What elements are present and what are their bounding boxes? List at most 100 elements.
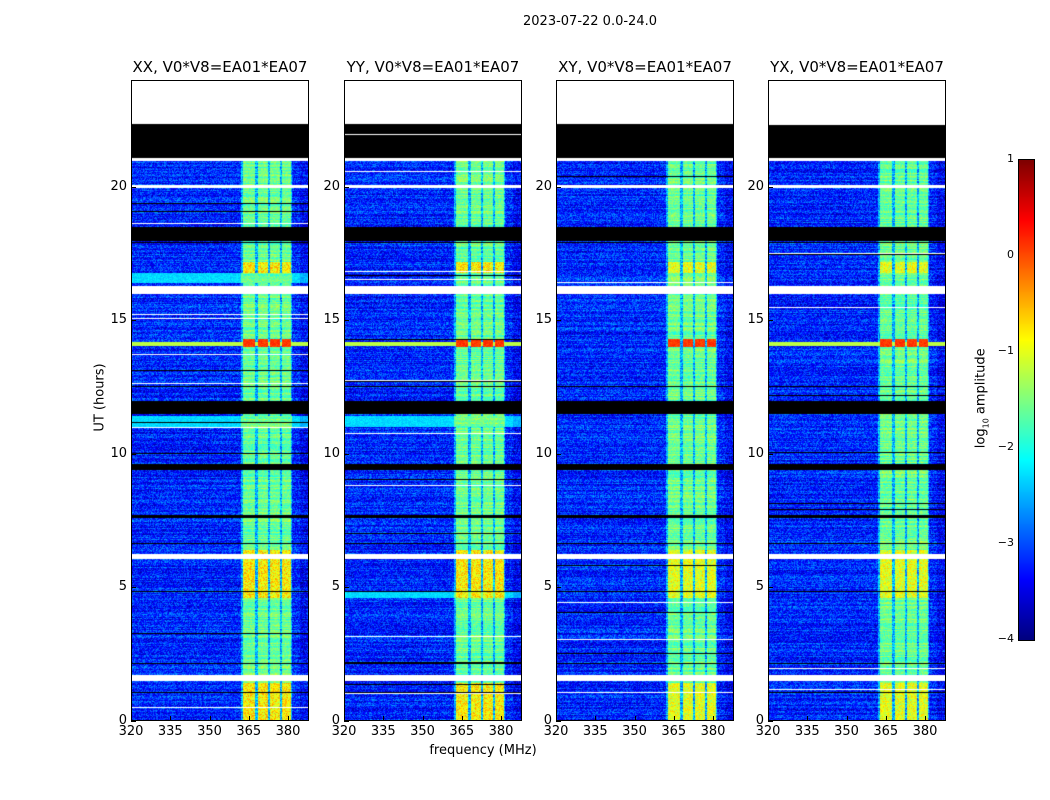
- y-tick-label: 5: [755, 579, 764, 595]
- x-tick-mark: [170, 716, 172, 721]
- x-tick-mark: [131, 716, 132, 721]
- x-tick-label: 335: [794, 724, 820, 739]
- x-axis-label: frequency (MHz): [429, 743, 537, 758]
- colorbar-label: log10 amplitude: [973, 348, 991, 449]
- x-tick-mark: [595, 716, 597, 721]
- y-tick-mark: [131, 453, 136, 455]
- y-tick-mark: [344, 453, 349, 455]
- x-tick-label: 320: [331, 724, 357, 739]
- x-tick-label: 350: [622, 724, 647, 739]
- x-tick-mark: [846, 716, 848, 721]
- x-tick-label: 380: [488, 724, 514, 739]
- heatmap-panel: [131, 80, 309, 721]
- y-tick-label: 0: [755, 713, 764, 728]
- y-tick-label: 0: [543, 713, 552, 728]
- x-tick-mark: [461, 716, 463, 721]
- colorbar-tick-label: −2: [997, 440, 1014, 453]
- y-tick-mark: [344, 587, 349, 589]
- x-tick-label: 335: [370, 724, 396, 739]
- y-axis-label: UT (hours): [92, 363, 108, 432]
- x-tick-label: 350: [197, 724, 222, 739]
- y-tick-label: 10: [110, 445, 127, 461]
- y-tick-label: 20: [323, 178, 340, 194]
- x-tick-mark: [288, 716, 290, 721]
- x-tick-mark: [422, 716, 424, 721]
- y-tick-mark: [768, 587, 773, 589]
- y-tick-mark: [768, 320, 773, 322]
- y-tick-mark: [344, 721, 349, 722]
- x-tick-label: 380: [275, 724, 301, 739]
- y-tick-label: 0: [331, 713, 340, 728]
- x-tick-mark: [501, 716, 503, 721]
- panel-title: XY, V0*V8=EA01*EA07: [558, 58, 732, 76]
- x-tick-label: 365: [873, 724, 899, 739]
- y-tick-label: 5: [543, 579, 552, 595]
- y-tick-mark: [556, 453, 561, 455]
- y-tick-mark: [131, 721, 136, 722]
- y-tick-mark: [768, 186, 773, 188]
- colorbar-tick-label: −4: [997, 632, 1014, 645]
- x-tick-label: 365: [449, 724, 475, 739]
- x-tick-mark: [673, 716, 675, 721]
- x-tick-mark: [634, 716, 636, 721]
- x-tick-mark: [383, 716, 385, 721]
- heatmap-panel: [556, 80, 734, 721]
- x-tick-label: 380: [700, 724, 726, 739]
- x-tick-label: 380: [912, 724, 938, 739]
- panel-title: YY, V0*V8=EA01*EA07: [346, 58, 520, 76]
- y-tick-mark: [131, 186, 136, 188]
- x-tick-mark: [807, 716, 809, 721]
- y-tick-mark: [344, 320, 349, 322]
- colorbar: [1018, 159, 1035, 641]
- y-tick-label: 10: [747, 445, 764, 461]
- y-tick-mark: [131, 587, 136, 589]
- x-tick-mark: [248, 716, 250, 721]
- y-tick-mark: [344, 186, 349, 188]
- x-tick-mark: [885, 716, 887, 721]
- y-tick-mark: [556, 721, 561, 722]
- x-tick-mark: [713, 716, 715, 721]
- y-tick-label: 20: [535, 178, 552, 194]
- colorbar-tick-label: −1: [997, 344, 1014, 357]
- y-tick-label: 15: [747, 312, 764, 328]
- y-tick-label: 15: [535, 312, 552, 328]
- x-tick-mark: [344, 716, 345, 721]
- colorbar-tick-label: 0: [1007, 248, 1014, 261]
- y-tick-label: 5: [118, 579, 127, 595]
- y-tick-label: 5: [331, 579, 340, 595]
- y-tick-label: 0: [118, 713, 127, 728]
- y-tick-label: 20: [747, 178, 764, 194]
- y-tick-mark: [768, 453, 773, 455]
- x-tick-mark: [556, 716, 557, 721]
- x-tick-label: 320: [543, 724, 569, 739]
- y-tick-mark: [131, 320, 136, 322]
- y-tick-mark: [556, 587, 561, 589]
- y-tick-mark: [768, 721, 773, 722]
- x-tick-label: 320: [118, 724, 144, 739]
- y-tick-mark: [556, 320, 561, 322]
- colorbar-tick-label: 1: [1007, 152, 1014, 165]
- y-tick-label: 20: [110, 178, 127, 194]
- x-tick-label: 335: [582, 724, 608, 739]
- x-tick-label: 365: [661, 724, 687, 739]
- colorbar-tick-label: −3: [997, 536, 1014, 549]
- y-tick-label: 15: [110, 312, 127, 328]
- x-tick-mark: [925, 716, 927, 721]
- x-tick-label: 335: [157, 724, 183, 739]
- x-tick-label: 320: [755, 724, 781, 739]
- heatmap-panel: [768, 80, 946, 721]
- x-tick-label: 365: [236, 724, 262, 739]
- panel-title: XX, V0*V8=EA01*EA07: [132, 58, 308, 76]
- y-tick-label: 10: [535, 445, 552, 461]
- x-tick-label: 350: [410, 724, 435, 739]
- x-tick-label: 350: [834, 724, 859, 739]
- x-tick-mark: [209, 716, 211, 721]
- y-tick-label: 10: [323, 445, 340, 461]
- y-tick-mark: [556, 186, 561, 188]
- panel-title: YX, V0*V8=EA01*EA07: [770, 58, 944, 76]
- x-tick-mark: [768, 716, 769, 721]
- figure-title: 2023-07-22 0.0-24.0: [523, 14, 657, 29]
- heatmap-panel: [344, 80, 522, 721]
- y-tick-label: 15: [323, 312, 340, 328]
